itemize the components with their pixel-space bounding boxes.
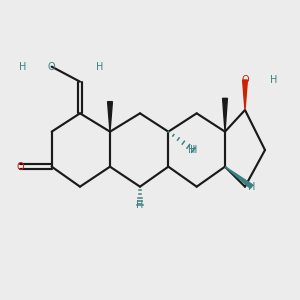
Polygon shape	[243, 80, 248, 110]
Text: O: O	[241, 75, 249, 85]
Text: O: O	[16, 162, 24, 172]
Text: H: H	[190, 145, 197, 155]
Text: H: H	[248, 182, 255, 192]
Text: H: H	[96, 62, 104, 72]
Text: O: O	[48, 62, 56, 72]
Polygon shape	[225, 167, 253, 188]
Text: H: H	[270, 75, 277, 85]
Text: H: H	[136, 200, 144, 210]
Polygon shape	[108, 102, 112, 132]
Text: H: H	[19, 62, 26, 72]
Polygon shape	[223, 98, 227, 132]
Text: H: H	[188, 145, 195, 155]
